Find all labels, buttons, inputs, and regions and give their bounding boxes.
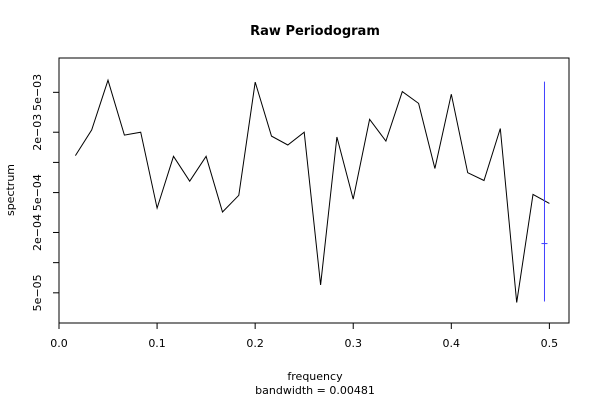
confidence-interval-bar bbox=[541, 81, 548, 302]
y-tick-label: 5e−04 bbox=[31, 174, 44, 211]
x-axis: 0.0 0.1 0.2 0.3 0.4 0.5 bbox=[50, 322, 559, 350]
y-axis-label: spectrum bbox=[4, 164, 17, 216]
x-tick-label: 0.3 bbox=[344, 337, 362, 350]
x-axis-label: frequency bbox=[287, 370, 343, 383]
x-tick-label: 0.4 bbox=[443, 337, 461, 350]
y-tick-label: 2e−03 bbox=[31, 114, 44, 151]
x-tick-label: 0.0 bbox=[50, 337, 68, 350]
spectrum-points bbox=[74, 79, 551, 304]
chart-title: Raw Periodogram bbox=[250, 24, 380, 39]
bandwidth-label: bandwidth = 0.00481 bbox=[255, 384, 375, 397]
x-tick-label: 0.1 bbox=[148, 337, 166, 350]
y-axis: 5e−05 2e−04 5e−04 2e−03 5e−03 bbox=[31, 74, 60, 311]
x-tick-label: 0.5 bbox=[541, 337, 559, 350]
y-tick-label: 5e−05 bbox=[31, 274, 44, 311]
y-tick-label: 5e−03 bbox=[31, 74, 44, 111]
plot-frame bbox=[58, 57, 570, 324]
x-tick-label: 0.2 bbox=[246, 337, 264, 350]
y-tick-label: 2e−04 bbox=[31, 214, 44, 251]
spectrum-line bbox=[74, 78, 550, 303]
